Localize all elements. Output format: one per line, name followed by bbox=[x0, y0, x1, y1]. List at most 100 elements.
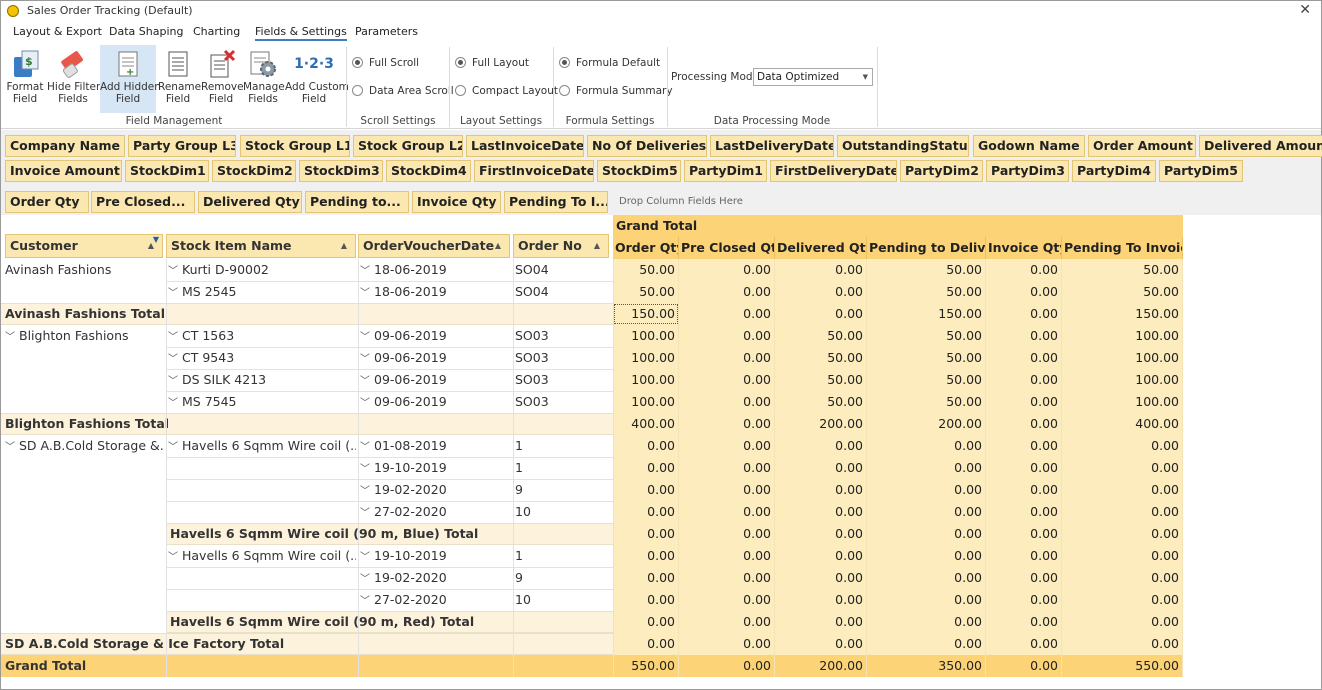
value-cell[interactable]: 0.00 bbox=[613, 479, 679, 501]
sort-asc-icon[interactable]: ▲ bbox=[494, 241, 501, 250]
order-date-cell[interactable]: ﹀ 19-10-2019 bbox=[360, 545, 510, 567]
value-cell[interactable]: 50.00 bbox=[1062, 281, 1183, 303]
stock-item-cell[interactable]: ﹀ MS 7545 bbox=[168, 391, 356, 413]
filter-field-chip-firstdeliverydate[interactable]: FirstDeliveryDate bbox=[770, 160, 897, 182]
filter-field-chip-no-of-deliveries[interactable]: No Of Deliveries bbox=[587, 135, 707, 157]
stock-item-cell[interactable]: ﹀ CT 1563 bbox=[168, 325, 356, 347]
value-cell[interactable]: 0.00 bbox=[775, 457, 867, 479]
value-cell[interactable]: 0.00 bbox=[679, 457, 775, 479]
chevron-down-icon[interactable]: ﹀ bbox=[360, 596, 370, 607]
value-cell[interactable]: 0.00 bbox=[775, 479, 867, 501]
value-cell[interactable]: 50.00 bbox=[775, 347, 867, 369]
filter-field-chip-outstandingstatus[interactable]: OutstandingStatus bbox=[837, 135, 969, 157]
value-cell[interactable]: 0.00 bbox=[1062, 633, 1183, 655]
value-cell[interactable]: 0.00 bbox=[775, 589, 867, 611]
value-cell[interactable]: 0.00 bbox=[679, 611, 775, 633]
value-cell[interactable]: 0.00 bbox=[613, 611, 679, 633]
value-cell[interactable]: 0.00 bbox=[613, 589, 679, 611]
customer-cell[interactable]: ﹀ SD A.B.Cold Storage &... bbox=[5, 435, 165, 457]
value-cell[interactable]: 0.00 bbox=[1062, 589, 1183, 611]
filter-field-chip-partydim1[interactable]: PartyDim1 bbox=[684, 160, 767, 182]
value-cell[interactable]: 100.00 bbox=[613, 347, 679, 369]
tab-data-shaping[interactable]: Data Shaping bbox=[109, 25, 184, 38]
filter-field-chip-stockdim2[interactable]: StockDim2 bbox=[212, 160, 296, 182]
chevron-down-icon[interactable]: ﹀ bbox=[360, 398, 370, 409]
column-header-pre-closed-qty[interactable]: Pre Closed Qty bbox=[679, 237, 775, 259]
value-cell[interactable]: 0.00 bbox=[679, 567, 775, 589]
chevron-down-icon[interactable]: ﹀ bbox=[360, 464, 370, 475]
tab-charting[interactable]: Charting bbox=[193, 25, 241, 38]
value-cell[interactable]: 0.00 bbox=[679, 369, 775, 391]
value-cell[interactable]: 0.00 bbox=[986, 655, 1062, 677]
sort-asc-icon[interactable]: ▲ bbox=[147, 241, 154, 250]
value-cell[interactable]: 0.00 bbox=[986, 325, 1062, 347]
data-field-chip-pre-closed[interactable]: Pre Closed... bbox=[91, 191, 195, 213]
value-cell[interactable]: 100.00 bbox=[613, 325, 679, 347]
order-date-cell[interactable]: ﹀ 27-02-2020 bbox=[360, 589, 510, 611]
value-cell[interactable]: 0.00 bbox=[775, 259, 867, 281]
order-date-cell[interactable]: ﹀ 18-06-2019 bbox=[360, 281, 510, 303]
order-date-cell[interactable]: ﹀ 09-06-2019 bbox=[360, 391, 510, 413]
data-field-chip-pending-to-i[interactable]: Pending To I... bbox=[504, 191, 608, 213]
value-cell[interactable]: 50.00 bbox=[867, 259, 986, 281]
value-cell[interactable]: 0.00 bbox=[775, 523, 867, 545]
manage-fields-button[interactable]: Manage Fields bbox=[243, 45, 285, 113]
filter-field-chip-stockdim4[interactable]: StockDim4 bbox=[386, 160, 471, 182]
data-area-scroll-radio[interactable]: Data Area Scroll bbox=[352, 85, 454, 97]
filter-field-chip-company-name[interactable]: Company Name bbox=[5, 135, 125, 157]
filter-field-chip-stockdim1[interactable]: StockDim1 bbox=[125, 160, 209, 182]
value-cell[interactable]: 0.00 bbox=[986, 501, 1062, 523]
value-cell[interactable]: 0.00 bbox=[613, 523, 679, 545]
value-cell[interactable]: 0.00 bbox=[679, 589, 775, 611]
filter-field-chip-partydim5[interactable]: PartyDim5 bbox=[1159, 160, 1243, 182]
value-cell[interactable]: 0.00 bbox=[986, 369, 1062, 391]
full-scroll-radio[interactable]: Full Scroll bbox=[352, 57, 419, 69]
row-field-customer[interactable]: Customer ▲ ▼ bbox=[5, 234, 163, 258]
column-header-pending-to-deliver[interactable]: Pending to Deliver bbox=[867, 237, 986, 259]
value-cell[interactable]: 0.00 bbox=[867, 435, 986, 457]
value-cell[interactable]: 0.00 bbox=[986, 435, 1062, 457]
value-cell[interactable]: 0.00 bbox=[867, 479, 986, 501]
value-cell[interactable]: 0.00 bbox=[1062, 567, 1183, 589]
value-cell[interactable]: 0.00 bbox=[679, 413, 775, 435]
value-cell[interactable]: 0.00 bbox=[679, 655, 775, 677]
chevron-down-icon[interactable]: ﹀ bbox=[168, 442, 178, 453]
value-cell[interactable]: 0.00 bbox=[679, 633, 775, 655]
value-cell[interactable]: 0.00 bbox=[613, 435, 679, 457]
value-cell[interactable]: 0.00 bbox=[867, 633, 986, 655]
value-cell[interactable]: 0.00 bbox=[986, 611, 1062, 633]
value-cell[interactable]: 0.00 bbox=[867, 523, 986, 545]
stock-item-cell[interactable]: ﹀ CT 9543 bbox=[168, 347, 356, 369]
value-cell[interactable]: 100.00 bbox=[1062, 369, 1183, 391]
stock-item-cell[interactable]: ﹀ DS SILK 4213 bbox=[168, 369, 356, 391]
order-date-cell[interactable]: ﹀ 19-10-2019 bbox=[360, 457, 510, 479]
value-cell[interactable]: 0.00 bbox=[679, 391, 775, 413]
order-date-cell[interactable]: ﹀ 01-08-2019 bbox=[360, 435, 510, 457]
value-cell[interactable]: 150.00 bbox=[867, 303, 986, 325]
value-cell[interactable]: 0.00 bbox=[775, 501, 867, 523]
value-cell[interactable]: 50.00 bbox=[867, 325, 986, 347]
chevron-down-icon[interactable]: ﹀ bbox=[360, 376, 370, 387]
value-cell[interactable]: 100.00 bbox=[1062, 325, 1183, 347]
value-cell[interactable]: 0.00 bbox=[986, 391, 1062, 413]
stock-item-cell[interactable]: ﹀ MS 2545 bbox=[168, 281, 356, 303]
sort-asc-icon[interactable]: ▲ bbox=[340, 241, 347, 250]
value-cell[interactable]: 100.00 bbox=[1062, 391, 1183, 413]
chevron-down-icon[interactable]: ﹀ bbox=[5, 332, 15, 343]
filter-field-chip-lastdeliverydate[interactable]: LastDeliveryDate bbox=[710, 135, 834, 157]
chevron-down-icon[interactable]: ﹀ bbox=[168, 354, 178, 365]
value-cell[interactable]: 0.00 bbox=[986, 259, 1062, 281]
filter-field-chip-stock-group-l1[interactable]: Stock Group L1 bbox=[240, 135, 350, 157]
value-cell[interactable]: 0.00 bbox=[679, 479, 775, 501]
value-cell[interactable]: 400.00 bbox=[1062, 413, 1183, 435]
chevron-down-icon[interactable]: ﹀ bbox=[168, 552, 178, 563]
value-cell[interactable]: 0.00 bbox=[679, 545, 775, 567]
chevron-down-icon[interactable]: ﹀ bbox=[360, 508, 370, 519]
chevron-down-icon[interactable]: ﹀ bbox=[360, 332, 370, 343]
order-date-cell[interactable]: ﹀ 19-02-2020 bbox=[360, 479, 510, 501]
value-cell[interactable]: 0.00 bbox=[775, 567, 867, 589]
value-cell[interactable]: 400.00 bbox=[613, 413, 679, 435]
value-cell[interactable]: 0.00 bbox=[775, 435, 867, 457]
row-field-stock-item[interactable]: Stock Item Name ▲ bbox=[166, 234, 356, 258]
value-cell[interactable]: 0.00 bbox=[867, 567, 986, 589]
